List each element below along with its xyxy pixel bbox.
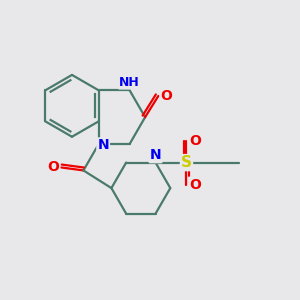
- Text: NH: NH: [119, 76, 140, 88]
- Text: N: N: [150, 148, 161, 162]
- Text: N: N: [98, 138, 109, 152]
- Text: S: S: [181, 155, 192, 170]
- Text: O: O: [189, 178, 201, 192]
- Text: O: O: [189, 134, 201, 148]
- Text: O: O: [161, 89, 172, 103]
- Text: O: O: [47, 160, 59, 175]
